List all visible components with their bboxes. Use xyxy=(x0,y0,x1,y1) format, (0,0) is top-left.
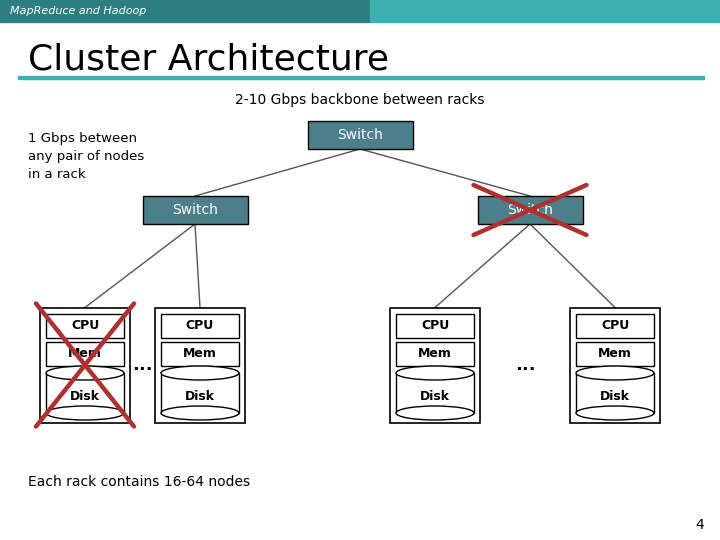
Text: MapReduce and Hadoop: MapReduce and Hadoop xyxy=(10,6,146,16)
Bar xyxy=(161,314,239,338)
Text: CPU: CPU xyxy=(421,319,449,332)
Bar xyxy=(477,196,582,224)
Text: 2-10 Gbps backbone between racks: 2-10 Gbps backbone between racks xyxy=(235,93,485,107)
Bar xyxy=(143,196,248,224)
Bar xyxy=(576,341,654,366)
Bar xyxy=(370,0,720,22)
Text: CPU: CPU xyxy=(601,319,629,332)
Text: Mem: Mem xyxy=(68,347,102,360)
Text: Mem: Mem xyxy=(183,347,217,360)
Bar xyxy=(46,373,124,413)
Text: Disk: Disk xyxy=(70,390,100,403)
Bar xyxy=(46,341,124,366)
Text: Mem: Mem xyxy=(598,347,632,360)
Bar xyxy=(18,76,704,79)
Text: ...: ... xyxy=(515,356,535,374)
Bar xyxy=(576,314,654,338)
Text: 4: 4 xyxy=(696,518,704,532)
Bar xyxy=(40,307,130,422)
Bar xyxy=(390,307,480,422)
Bar xyxy=(0,0,370,22)
Ellipse shape xyxy=(396,406,474,420)
Ellipse shape xyxy=(396,366,474,380)
Text: CPU: CPU xyxy=(186,319,214,332)
Text: Disk: Disk xyxy=(185,390,215,403)
Bar xyxy=(570,307,660,422)
Ellipse shape xyxy=(576,366,654,380)
Text: Switch: Switch xyxy=(337,128,383,142)
Text: Switch: Switch xyxy=(172,203,218,217)
Text: Switch: Switch xyxy=(507,203,553,217)
Ellipse shape xyxy=(161,366,239,380)
Text: Cluster Architecture: Cluster Architecture xyxy=(28,43,389,77)
Bar xyxy=(307,121,413,149)
Text: ...: ... xyxy=(132,356,153,374)
Bar xyxy=(161,341,239,366)
Bar xyxy=(46,314,124,338)
Bar xyxy=(396,373,474,413)
Text: Disk: Disk xyxy=(600,390,630,403)
Bar xyxy=(576,373,654,413)
Text: 1 Gbps between
any pair of nodes
in a rack: 1 Gbps between any pair of nodes in a ra… xyxy=(28,132,144,181)
Ellipse shape xyxy=(576,406,654,420)
Bar xyxy=(161,373,239,413)
Ellipse shape xyxy=(46,366,124,380)
Bar xyxy=(155,307,245,422)
Ellipse shape xyxy=(46,406,124,420)
Text: Mem: Mem xyxy=(418,347,452,360)
Bar xyxy=(396,341,474,366)
Text: Disk: Disk xyxy=(420,390,450,403)
Bar xyxy=(396,314,474,338)
Text: Each rack contains 16-64 nodes: Each rack contains 16-64 nodes xyxy=(28,475,250,489)
Text: CPU: CPU xyxy=(71,319,99,332)
Ellipse shape xyxy=(161,406,239,420)
